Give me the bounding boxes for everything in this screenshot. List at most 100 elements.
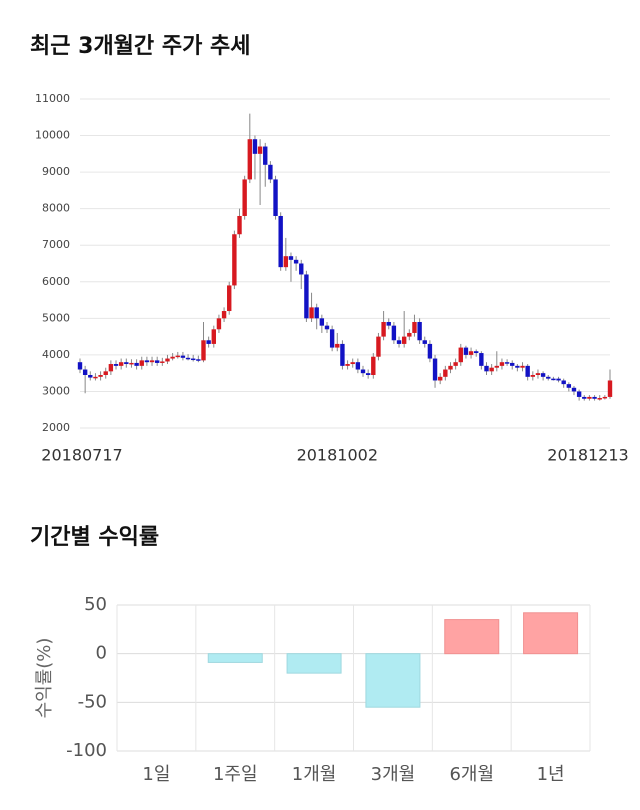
bar — [286, 653, 342, 674]
y-tick-label: -50 — [78, 691, 107, 712]
candle-body — [242, 179, 247, 216]
candle-body — [335, 343, 340, 348]
candle-body — [324, 325, 330, 330]
candle-body — [185, 357, 191, 360]
y-tick-label: 6000 — [42, 275, 70, 288]
candle-body — [98, 374, 103, 377]
bar — [444, 619, 500, 655]
y-tick-label: 7000 — [42, 238, 70, 251]
candle-body — [458, 347, 463, 363]
candle-body — [232, 234, 237, 286]
candle-body — [571, 387, 577, 392]
candle-body — [180, 355, 186, 358]
candle-body — [587, 396, 592, 399]
candle-body — [376, 336, 381, 357]
x-tick-label: 1일 — [142, 764, 170, 785]
candle-body — [82, 369, 88, 375]
y-tick-label: 50 — [84, 594, 107, 615]
candle-body — [427, 343, 433, 359]
candle-body — [252, 139, 258, 154]
candle-body — [268, 164, 273, 180]
x-tick-label: 20180717 — [41, 446, 122, 465]
candle-body — [474, 351, 479, 354]
candle-body — [607, 380, 613, 397]
y-tick-label: 11000 — [35, 92, 70, 105]
candle-body — [154, 360, 160, 363]
candle-body — [525, 365, 530, 377]
candle-body — [432, 358, 438, 381]
candle-body — [520, 365, 525, 368]
candle-body — [175, 355, 180, 358]
candle-body — [499, 362, 505, 366]
candle-body — [561, 380, 566, 385]
candle-body — [144, 360, 150, 363]
candle-body — [201, 340, 206, 361]
candle-body — [278, 215, 283, 268]
candle-body — [437, 376, 443, 381]
candle-body — [118, 362, 124, 366]
candle-body — [355, 362, 361, 370]
candle-body — [314, 307, 319, 319]
x-tick-label: 20181002 — [297, 446, 378, 465]
candle-body — [247, 139, 253, 180]
candle-body — [396, 340, 402, 344]
y-tick-label: 5000 — [42, 311, 70, 324]
candle-body — [216, 318, 222, 330]
y-tick-label: 3000 — [42, 384, 70, 397]
y-tick-label: 9000 — [42, 165, 70, 178]
candle-body — [360, 369, 366, 374]
candle-body — [329, 329, 335, 348]
candle-body — [299, 263, 304, 275]
candle-body — [417, 321, 422, 341]
y-tick-label: 0 — [96, 643, 107, 664]
chart-title: 기간별 수익률 — [30, 525, 159, 550]
candle-body — [283, 256, 289, 268]
candle-body — [149, 360, 155, 363]
candle-body — [139, 360, 144, 366]
candle-body — [77, 362, 83, 370]
candle-body — [448, 365, 453, 370]
candle-body — [484, 365, 489, 372]
candle-body — [221, 311, 227, 319]
y-tick-label: 8000 — [42, 202, 70, 215]
candle-body — [365, 373, 371, 375]
candle-body — [515, 365, 520, 368]
candle-body — [386, 321, 391, 326]
candle-body — [602, 396, 608, 399]
candle-body — [551, 378, 556, 381]
candle-body — [371, 356, 376, 375]
candle-body — [401, 336, 407, 344]
y-tick-label: -100 — [66, 740, 107, 761]
candle-body — [556, 378, 561, 381]
candle-body — [530, 374, 536, 377]
candle-body — [535, 373, 541, 375]
candle-body — [170, 356, 175, 359]
x-tick-label: 1주일 — [213, 764, 258, 785]
y-tick-label: 4000 — [42, 348, 70, 361]
candle-body — [504, 362, 510, 364]
candle-body — [463, 347, 469, 355]
x-tick-label: 3개월 — [371, 764, 416, 785]
bar — [365, 653, 421, 708]
candle-body — [237, 215, 242, 235]
x-tick-label: 20181213 — [547, 446, 628, 465]
candle-body — [206, 340, 211, 344]
candle-body — [345, 364, 350, 366]
chart-title: 최근 3개월간 주가 추세 — [30, 34, 250, 59]
candle-body — [489, 367, 494, 372]
candle-body — [263, 146, 268, 165]
candle-body — [494, 365, 499, 368]
candle-body — [124, 362, 129, 365]
candle-body — [304, 274, 309, 319]
candle-body — [273, 179, 278, 216]
candle-body — [309, 307, 314, 319]
candle-body — [412, 321, 417, 333]
candle-body — [582, 396, 587, 399]
candle-body — [407, 332, 412, 337]
candle-body — [113, 364, 119, 366]
x-tick-label: 1개월 — [292, 764, 337, 785]
candle-body — [257, 146, 263, 154]
y-axis-title: 수익률(%) — [34, 638, 55, 719]
candle-body — [546, 376, 551, 379]
